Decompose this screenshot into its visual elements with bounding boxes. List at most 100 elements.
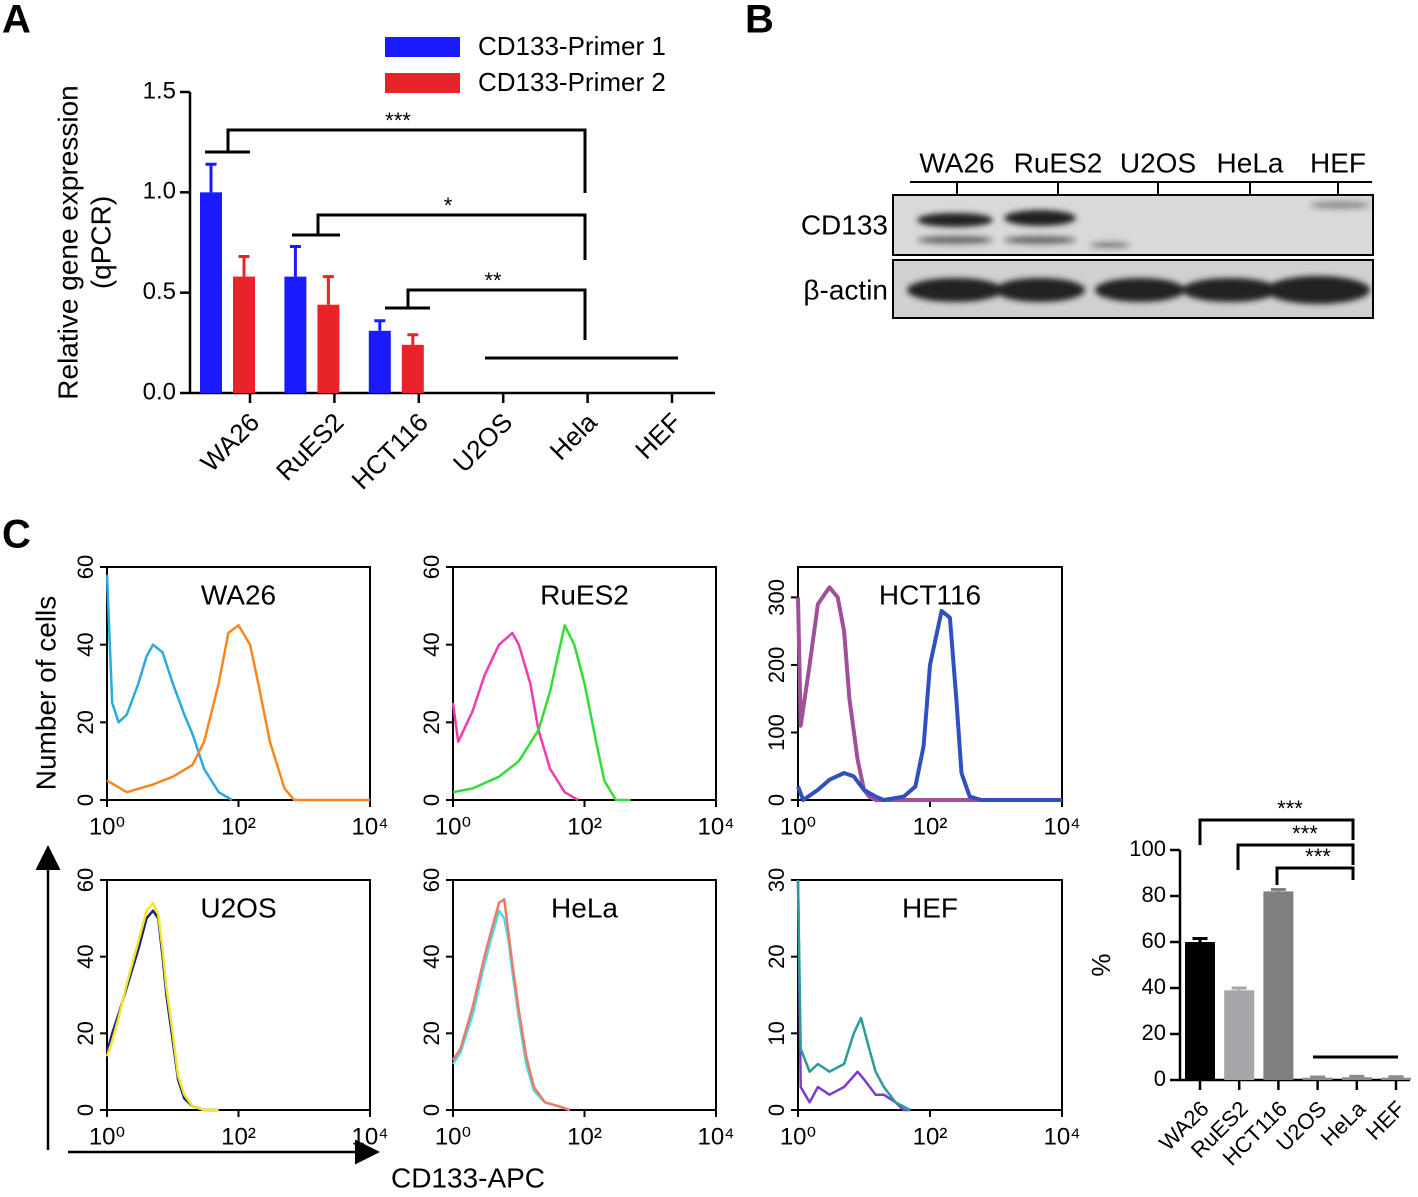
lane-label: HEF [1310,147,1366,178]
x-axis-title: CD133-APC [391,1162,545,1193]
bar [317,304,340,393]
histogram-line [796,879,911,1112]
x-tick-label: HCT116 [346,407,434,495]
y-tick-label: 20 [73,1021,98,1045]
chart-title: WA26 [201,579,276,610]
y-tick-label: 60 [1142,928,1166,953]
error-bar [238,255,250,277]
y-axis-title: % [1086,953,1116,976]
x-tick-label: WA26 [195,407,266,478]
histogram-line [796,585,1062,802]
lane-label: RuES2 [1014,147,1103,178]
bar [1302,1077,1333,1080]
y-tick-label: 20 [73,710,98,734]
x-tick-label: 10⁴ [697,1123,734,1150]
x-tick-label: 10² [567,1123,602,1150]
y-tick-label: 100 [1129,836,1166,861]
error-bar [322,275,334,305]
x-tick-label: 10² [221,1123,256,1150]
significance-bracket [205,128,587,193]
legend-swatch [385,37,460,57]
significance-bracket [1275,866,1355,885]
histogram-line [105,901,219,1112]
error-bar [1231,986,1247,991]
x-tick-label: 10² [221,813,256,840]
y-tick-label: 0 [764,794,789,806]
legend-label: CD133-Primer 2 [478,67,666,97]
x-tick-label: 10² [913,813,948,840]
bar [284,276,307,393]
error-bar [1349,1074,1365,1078]
x-tick-label: 10⁴ [1043,1123,1080,1150]
significance-label: *** [385,108,411,133]
x-tick-label: 10⁴ [1043,813,1080,840]
chart-title: RuES2 [540,579,629,610]
lane-label: U2OS [1120,147,1196,178]
x-tick-label: 10⁰ [89,1123,125,1150]
significance-bracket [1236,843,1355,870]
y-tick-label: 40 [73,632,98,656]
y-axis-title: (qPCR) [85,196,116,289]
y-tick-label: 40 [73,944,98,968]
x-tick-label: 10⁴ [351,1123,388,1150]
western-blot [892,194,1374,319]
histogram-line [796,879,911,1112]
y-tick-label: 20 [764,944,789,968]
y-tick-label: 300 [764,579,789,616]
x-tick-label: U2OS [447,407,518,478]
row-label: CD133 [801,209,888,240]
error-bar [1270,888,1286,892]
y-tick-label: 40 [419,944,444,968]
y-tick-label: 0 [1154,1066,1166,1091]
x-tick-label: 10² [567,813,602,840]
bar [1185,942,1215,1080]
x-tick-label: 10⁰ [780,813,816,840]
y-tick-label: 0.5 [143,278,176,305]
y-tick-label: 0 [419,794,444,806]
significance-label: *** [1305,844,1331,869]
x-tick-label: 10⁴ [351,813,388,840]
x-tick-label: HEF [629,407,687,465]
error-bar [1310,1075,1326,1079]
significance-bracket [292,213,587,260]
y-tick-label: 0 [419,1104,444,1116]
y-axis-title: Relative gene expression [52,85,83,399]
error-bar [289,245,301,277]
y-tick-label: 20 [1142,1020,1166,1045]
x-tick-label: 10⁰ [435,813,471,840]
significance-bracket [385,288,587,340]
lane-label: HeLa [1217,147,1284,178]
error-bar [407,333,419,345]
histogram-line [105,909,219,1112]
x-tick-label: HeLa [1316,1095,1371,1150]
y-tick-label: 60 [419,555,444,579]
significance-bracket [1198,818,1355,845]
y-tick-label: 10 [764,1021,789,1045]
error-bar [1388,1075,1404,1079]
histogram-line [106,624,370,802]
x-tick-label: Hela [544,407,603,466]
x-tick-label: HEF [1361,1096,1410,1145]
y-tick-label: 200 [764,647,789,684]
bar [1381,1077,1411,1080]
chart-title: HeLa [551,892,618,923]
panel-label: A [2,0,31,42]
y-tick-label: 0.0 [143,378,176,405]
histogram-line [452,624,631,802]
y-tick-label: 1.5 [143,77,176,104]
x-tick-label: 10² [913,1123,948,1150]
y-tick-label: 30 [764,868,789,892]
bar [1224,990,1255,1080]
x-tick-label: 10⁴ [697,813,734,840]
y-tick-label: 40 [419,632,444,656]
y-tick-label: 80 [1142,882,1166,907]
bar [200,192,222,393]
chart-title: HCT116 [879,579,981,610]
y-tick-label: 20 [419,710,444,734]
error-bar [374,319,386,331]
y-tick-label: 0 [764,1104,789,1116]
bar [233,276,255,393]
x-tick-label: 10⁰ [435,1123,471,1150]
y-tick-label: 0 [73,1104,98,1116]
